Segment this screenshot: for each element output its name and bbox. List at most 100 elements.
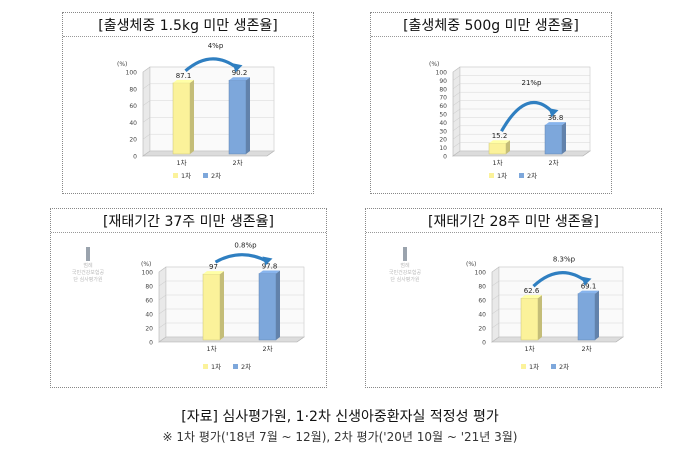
data-label: 69.1 (581, 283, 597, 291)
change-arrow (532, 271, 588, 288)
bar-top (545, 122, 566, 126)
data-label: 36.8 (548, 114, 564, 122)
data-label: 90.2 (232, 69, 248, 77)
x-tick-label: 1차 (206, 344, 216, 353)
change-arrow (214, 253, 269, 264)
y-tick-label: 100 (142, 270, 154, 277)
y-tick-label: 60 (145, 298, 153, 305)
bar (258, 273, 277, 341)
legend-label: 2차 (527, 171, 537, 180)
floor (452, 150, 591, 157)
side-note: 범례 국민건강보험공단 심사평가원 (71, 247, 105, 284)
legend-label: 2차 (559, 362, 569, 371)
bar-chart: 0 20 40 60 80 100 (%) 62.6 1차 69.1 2차 8.3%p 1차 2차 (466, 256, 624, 371)
gridline-side (452, 75, 461, 81)
bar-side (562, 122, 566, 154)
gridline-side (491, 280, 500, 287)
change-arrowhead (262, 256, 273, 266)
back-wall (498, 266, 624, 338)
bar (488, 142, 507, 155)
bar-side (595, 290, 599, 340)
y-tick-label: 10 (439, 145, 447, 152)
floor (142, 150, 275, 157)
y-tick-label: 100 (126, 70, 138, 77)
x-tick-label: 1차 (492, 158, 502, 167)
y-tick-label: 80 (478, 284, 486, 291)
legend-swatch (489, 173, 494, 178)
side-note-label: 범례 (400, 263, 410, 269)
y-tick-label: 60 (478, 298, 486, 305)
y-tick-label: 40 (145, 312, 153, 319)
side-wall (158, 266, 167, 343)
legend-label: 2차 (211, 171, 221, 180)
legend-label: 1차 (211, 362, 221, 371)
gridline-side (491, 294, 500, 301)
legend-swatch (203, 364, 208, 369)
y-tick-label: 0 (482, 340, 486, 347)
bar-side (220, 271, 224, 340)
back-wall (165, 266, 305, 338)
bar-top (578, 290, 599, 294)
y-tick-label: 0 (133, 154, 137, 161)
bar-chart: 0 20 40 60 80 100 (%) 97 1차 97.8 2차 0.8%p 1차 2차 (141, 242, 305, 371)
gridline-side (142, 133, 151, 140)
x-tick-label: 1차 (524, 344, 534, 353)
y-tick-label: 100 (475, 270, 487, 277)
legend-swatch (203, 173, 208, 178)
gridline-side (491, 336, 500, 343)
gridline-side (452, 133, 461, 140)
bar (520, 297, 539, 341)
gridline-side (158, 266, 167, 273)
y-tick-label: 40 (129, 120, 137, 127)
x-tick-label: 2차 (232, 158, 242, 167)
gridline-side (452, 142, 461, 148)
gridline-side (452, 150, 461, 157)
legend-swatch (521, 364, 526, 369)
gridline-side (491, 266, 500, 273)
x-tick-label: 2차 (548, 158, 558, 167)
chart-title: [출생체중 500g 미만 생존율] (403, 18, 579, 34)
x-tick-label: 2차 (581, 344, 591, 353)
change-annotation: 0.8%p (234, 242, 257, 250)
x-tick-label: 2차 (262, 344, 272, 353)
data-label: 87.1 (176, 72, 192, 80)
side-note: 범례 국민건강보험공단 심사평가원 (388, 247, 422, 284)
bar-side (276, 270, 280, 340)
y-tick-label: 80 (129, 86, 137, 93)
side-note-marker (86, 247, 90, 261)
y-tick-label: 30 (439, 128, 447, 135)
back-wall (149, 66, 275, 152)
y-tick-label: 40 (439, 120, 447, 127)
data-label: 15.2 (492, 132, 508, 140)
change-arrowhead (581, 276, 592, 286)
y-tick-label: 40 (478, 312, 486, 319)
gridline-side (142, 117, 151, 123)
legend-label: 1차 (529, 362, 539, 371)
y-tick-label: 90 (439, 78, 447, 85)
gridline-side (491, 322, 500, 329)
change-annotation: 8.3%p (553, 256, 576, 264)
bar (577, 293, 596, 341)
legend-swatch (233, 364, 238, 369)
bar (228, 79, 247, 155)
floor (491, 336, 624, 343)
change-arrow (500, 101, 555, 133)
bar-chart: 0 20 40 60 80 100 (%) 87.1 1차 90.2 2차 4%p 1차 2차 (117, 42, 275, 180)
bar-top (259, 270, 280, 274)
gridline-side (142, 66, 151, 73)
y-tick-label: 80 (439, 86, 447, 93)
bar-side (246, 77, 250, 154)
title-divider (366, 232, 661, 233)
bar-side (190, 79, 194, 154)
chart-title: [재태기간 37주 미만 생존율] (103, 214, 274, 230)
y-tick-label: 0 (443, 154, 447, 161)
legend-swatch (173, 173, 178, 178)
change-arrow (184, 57, 239, 73)
legend-label: 2차 (241, 362, 251, 371)
chart-panel-3: [재태기간 37주 미만 생존율] 범례 국민건강보험공단 심사평가원 0 20 4… (50, 208, 327, 388)
side-wall (491, 266, 500, 343)
legend-swatch (551, 364, 556, 369)
gridline-side (158, 336, 167, 343)
period-note: ※ 1차 평가('18년 7월 ~ 12월), 2차 평가('20년 10월 ~… (162, 430, 518, 444)
chart-panel-2: [출생체중 500g 미만 생존율] 0 10 20 30 40 50 60 70 80 90 10… (370, 12, 612, 194)
